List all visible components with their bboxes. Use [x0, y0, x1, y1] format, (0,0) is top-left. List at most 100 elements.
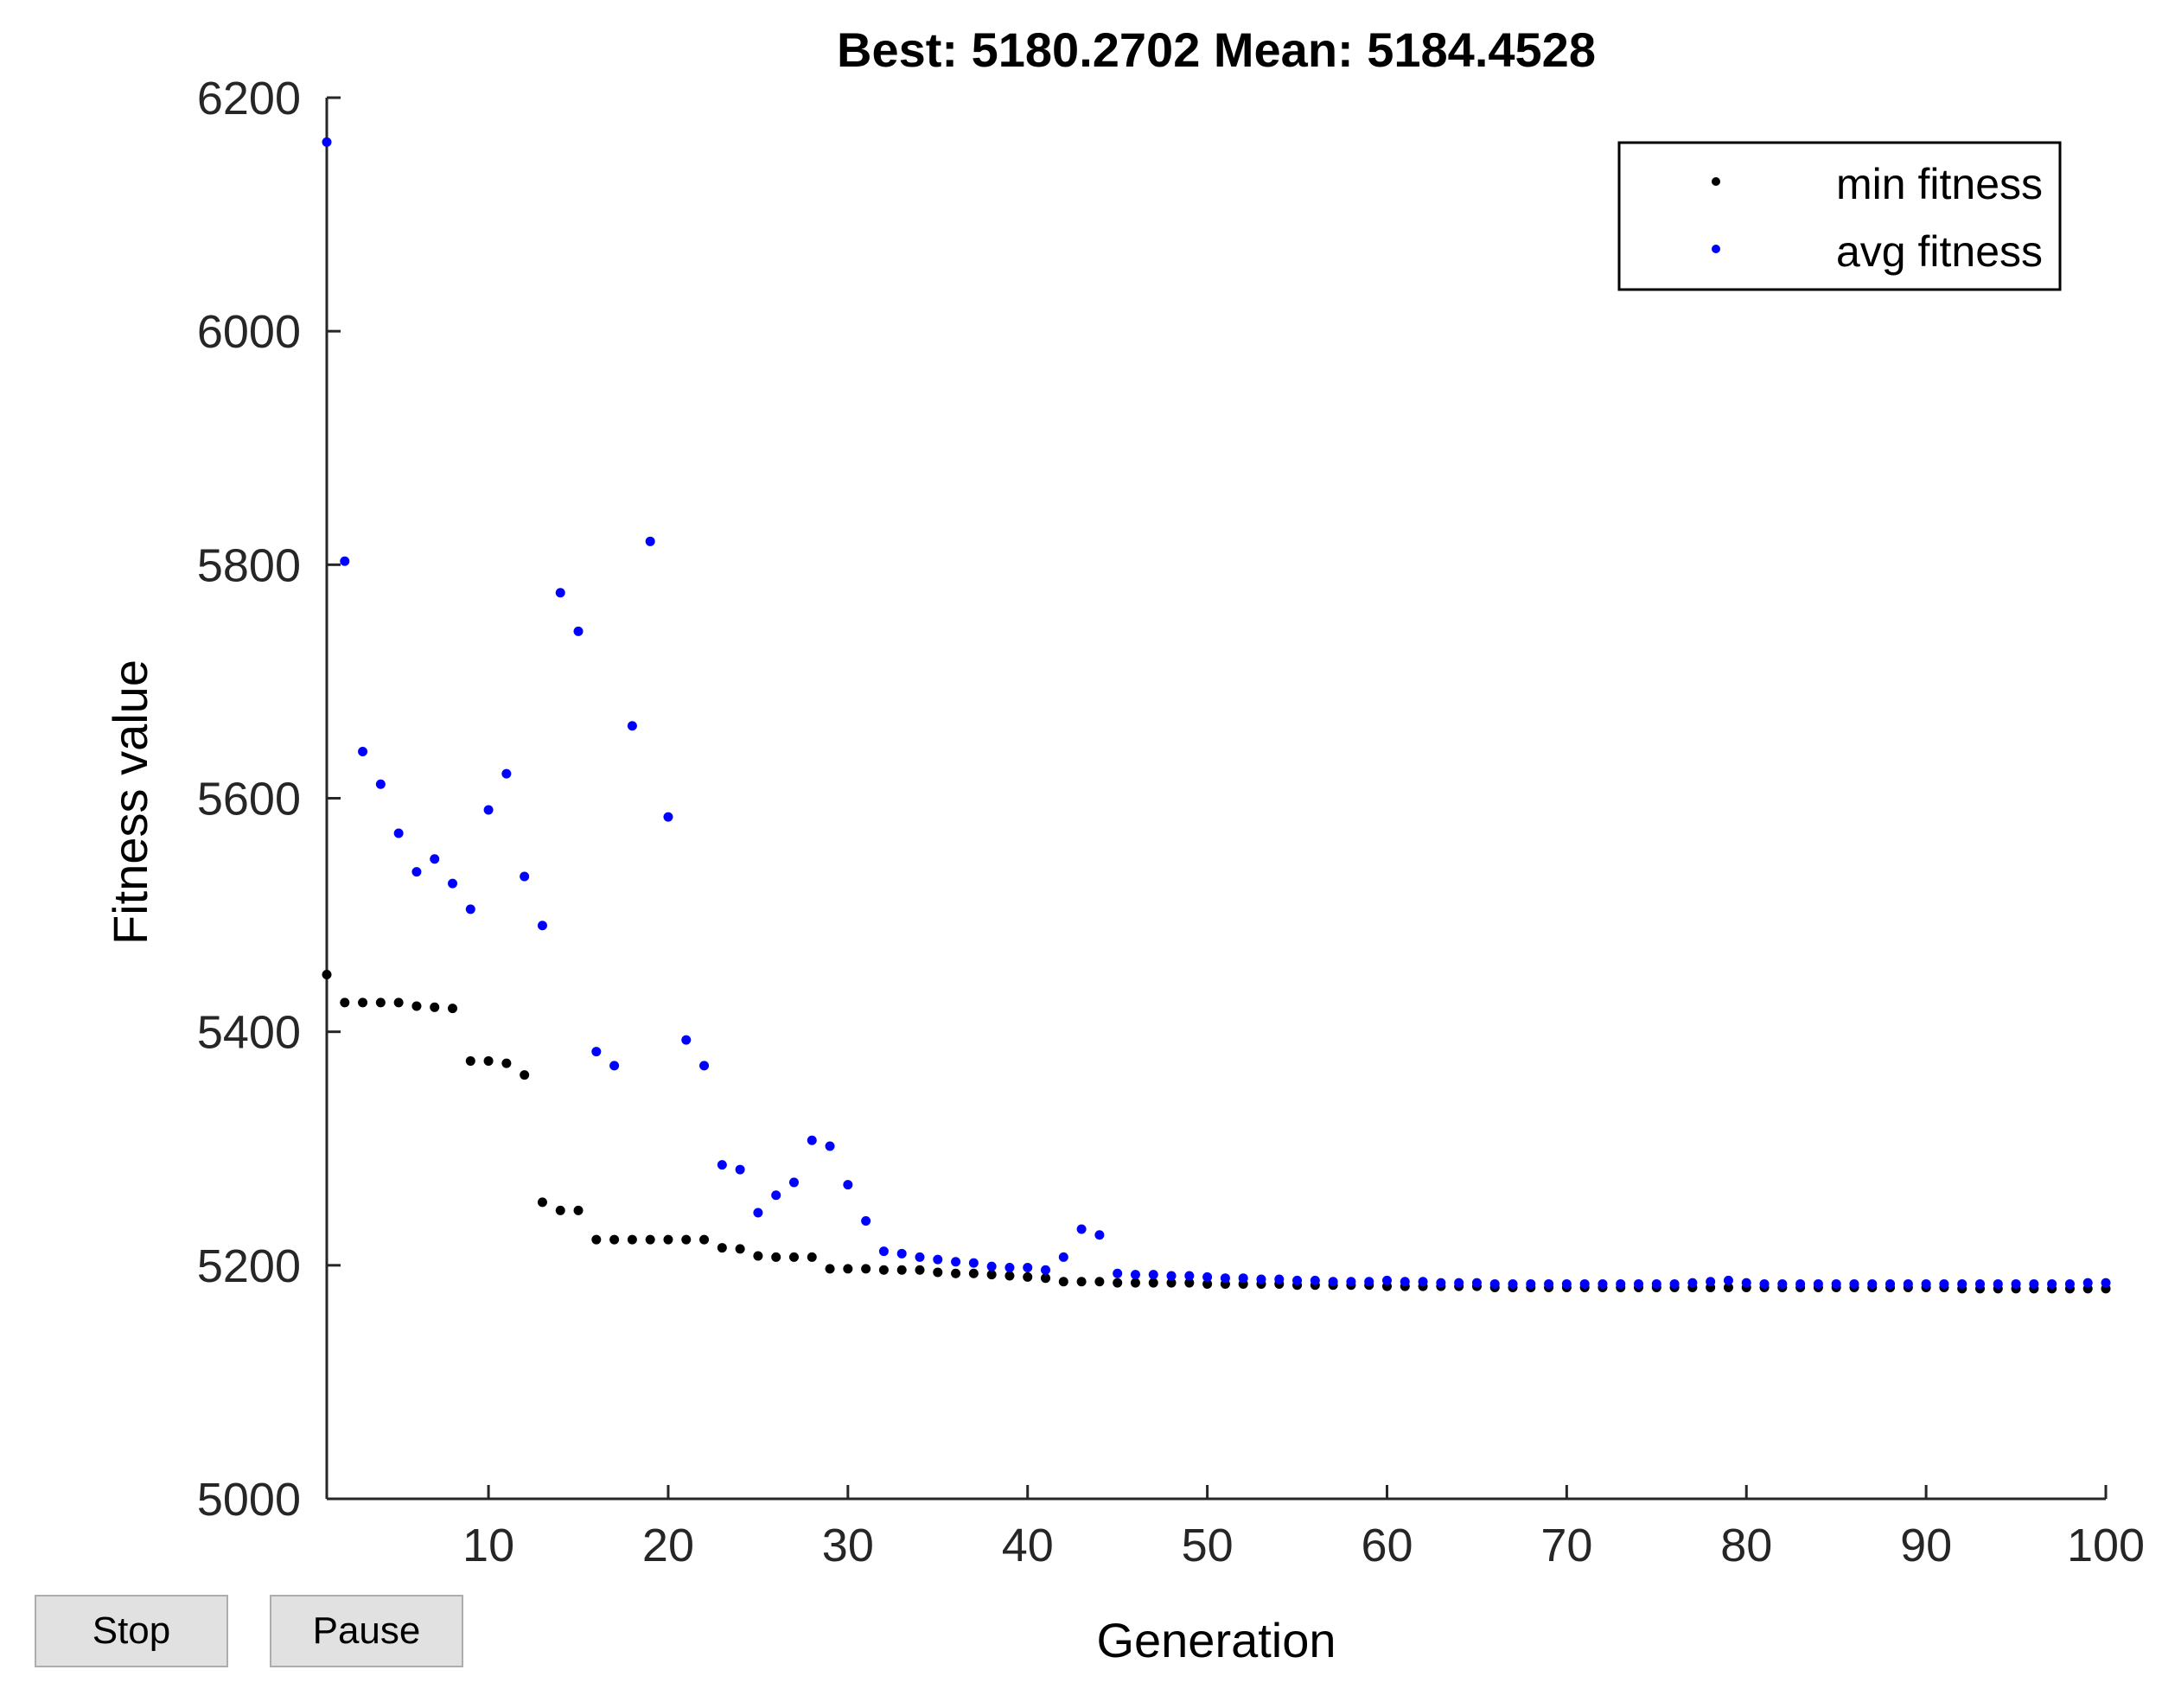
avg-fitness-point — [1346, 1277, 1356, 1287]
avg-fitness-point — [1616, 1278, 1626, 1289]
avg-fitness-point — [1687, 1278, 1698, 1288]
avg-fitness-point — [1130, 1270, 1140, 1280]
min-fitness-point — [375, 997, 386, 1008]
min-fitness-point — [609, 1234, 620, 1245]
min-fitness-point — [735, 1244, 745, 1254]
avg-fitness-point — [1220, 1273, 1230, 1284]
min-fitness-point — [1166, 1278, 1177, 1288]
min-fitness-point — [788, 1252, 799, 1262]
min-fitness-point — [933, 1267, 943, 1278]
avg-fitness-point — [1813, 1278, 1823, 1289]
legend-label-min: min fitness — [1836, 160, 2043, 208]
avg-fitness-point — [555, 588, 565, 598]
legend-label-avg: avg fitness — [1836, 227, 2043, 276]
avg-fitness-point — [1166, 1271, 1177, 1281]
x-axis-label: Generation — [1096, 1613, 1336, 1667]
avg-fitness-point — [1831, 1278, 1841, 1289]
avg-fitness-point — [1777, 1278, 1788, 1289]
avg-fitness-point — [1076, 1224, 1087, 1234]
avg-fitness-point — [807, 1135, 817, 1145]
avg-fitness-point — [915, 1252, 925, 1262]
min-fitness-point — [555, 1205, 565, 1215]
min-fitness-point — [430, 1002, 440, 1012]
avg-fitness-point — [1598, 1278, 1608, 1289]
min-fitness-point — [1058, 1277, 1068, 1287]
chart-title: Best: 5180.2702 Mean: 5184.4528 — [837, 22, 1596, 77]
min-fitness-point — [358, 997, 368, 1008]
avg-fitness-point — [1974, 1278, 1985, 1289]
stop-button[interactable]: Stop — [35, 1595, 228, 1667]
avg-fitness-point — [1256, 1274, 1266, 1284]
avg-fitness-point — [1939, 1278, 1949, 1289]
avg-fitness-point — [1885, 1278, 1896, 1289]
x-tick-label: 50 — [1182, 1520, 1234, 1571]
min-fitness-point — [717, 1243, 727, 1253]
avg-fitness-point — [878, 1246, 889, 1257]
avg-fitness-point — [1903, 1278, 1913, 1289]
avg-fitness-point — [986, 1261, 997, 1271]
min-fitness-point — [825, 1264, 835, 1274]
avg-fitness-point — [2047, 1278, 2057, 1289]
x-tick-label: 100 — [2067, 1520, 2145, 1571]
avg-fitness-point — [1004, 1263, 1015, 1273]
avg-fitness-point — [2101, 1278, 2111, 1288]
avg-fitness-point — [591, 1047, 602, 1057]
pause-button[interactable]: Pause — [270, 1595, 463, 1667]
avg-fitness-point — [825, 1141, 835, 1151]
avg-fitness-point — [2064, 1278, 2075, 1289]
avg-fitness-point — [771, 1190, 781, 1201]
avg-fitness-point — [537, 921, 547, 931]
avg-fitness-point — [1849, 1278, 1859, 1289]
avg-fitness-point — [843, 1180, 853, 1190]
min-fitness-point — [322, 969, 332, 979]
y-axis-label: Fitness value — [103, 660, 157, 945]
min-fitness-point — [645, 1234, 655, 1245]
avg-fitness-point — [483, 805, 494, 815]
y-tick-label: 5800 — [197, 539, 301, 591]
x-tick-label: 40 — [1002, 1520, 1054, 1571]
y-tick-label: 5200 — [197, 1240, 301, 1292]
avg-fitness-point — [609, 1061, 620, 1071]
avg-fitness-point — [753, 1208, 763, 1218]
min-fitness-point — [591, 1234, 602, 1245]
min-fitness-point — [771, 1252, 781, 1262]
avg-fitness-point — [1113, 1268, 1123, 1278]
avg-fitness-point — [375, 779, 386, 789]
avg-fitness-point — [1274, 1274, 1285, 1284]
min-fitness-point — [896, 1265, 907, 1275]
avg-fitness-point — [1741, 1278, 1751, 1288]
y-tick-label: 6000 — [197, 306, 301, 358]
min-fitness-point — [483, 1055, 494, 1066]
min-fitness-point — [520, 1070, 530, 1080]
avg-fitness-point — [1148, 1270, 1158, 1280]
min-fitness-point — [573, 1205, 584, 1215]
x-tick-label: 90 — [1900, 1520, 1952, 1571]
y-tick-label: 5600 — [197, 774, 301, 825]
avg-fitness-point — [1184, 1271, 1195, 1281]
min-fitness-point — [681, 1234, 692, 1245]
avg-fitness-point — [1759, 1278, 1770, 1289]
min-fitness-point — [753, 1251, 763, 1261]
min-fitness-point — [448, 1004, 458, 1014]
x-tick-label: 80 — [1720, 1520, 1772, 1571]
min-fitness-point — [1023, 1271, 1033, 1282]
legend: min fitness avg fitness — [1617, 141, 2062, 291]
avg-fitness-point — [1651, 1278, 1661, 1289]
avg-fitness-point — [627, 721, 637, 731]
min-fitness-point — [340, 997, 350, 1008]
avg-fitness-point — [1094, 1230, 1105, 1240]
avg-fitness-point — [1041, 1265, 1051, 1275]
avg-fitness-point — [520, 871, 530, 882]
min-fitness-point — [663, 1234, 673, 1245]
avg-fitness-point — [1867, 1278, 1878, 1289]
avg-fitness-point — [1454, 1278, 1464, 1288]
min-fitness-point — [915, 1265, 925, 1275]
avg-fitness-point — [430, 854, 440, 864]
y-tick-label: 5000 — [197, 1474, 301, 1526]
avg-fitness-point — [1471, 1278, 1482, 1288]
avg-fitness-point — [1669, 1278, 1680, 1289]
avg-fitness-point — [1310, 1275, 1320, 1285]
avg-fitness-point — [1381, 1275, 1392, 1285]
min-fitness-point — [1148, 1278, 1158, 1288]
avg-fitness-point — [1544, 1278, 1554, 1289]
